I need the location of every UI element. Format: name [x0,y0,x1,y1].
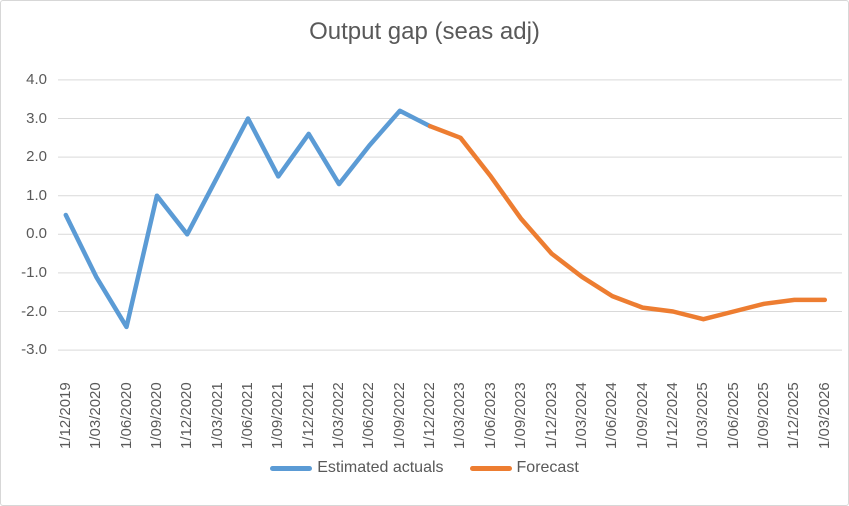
legend-item-forecast: Forecast [469,459,579,477]
series-line-estimated-actuals [63,108,433,330]
x-axis-category-label: 1/12/2025 [785,382,802,449]
x-axis-category-label: 1/03/2024 [573,382,590,449]
x-axis-category-label: 1/12/2020 [178,382,195,449]
x-axis-category-label: 1/06/2022 [360,382,377,449]
gridlines [58,79,842,351]
forecast-line-swatch [469,465,512,471]
x-axis-category-label: 1/09/2024 [634,382,651,449]
x-axis-category-label: 1/09/2022 [391,382,408,449]
x-axis-category-label: 1/03/2026 [816,382,833,449]
series-line-forecast [427,123,828,322]
legend-label-estimated-actuals: Estimated actuals [317,459,444,476]
x-axis-category-label: 1/03/2020 [87,382,104,449]
series-lines [63,108,828,330]
x-axis-category-label: 1/06/2020 [118,382,135,449]
x-axis-category-label: 1/03/2023 [451,382,468,449]
x-axis-category-label: 1/12/2024 [664,382,681,449]
y-axis-tick-label: -1.0 [21,264,47,281]
x-axis-category-label: 1/03/2021 [209,382,226,449]
x-axis-category-label: 1/09/2020 [148,382,165,449]
legend-item-estimated-actuals: Estimated actuals [270,459,444,477]
y-axis-tick-label: 3.0 [26,110,47,127]
x-axis-category-label: 1/09/2023 [512,382,529,449]
x-axis-category-label: 1/06/2024 [603,382,620,449]
x-axis-category-label: 1/06/2025 [725,382,742,449]
x-axis-category-label: 1/03/2022 [330,382,347,449]
x-axis-category-label: 1/03/2025 [694,382,711,449]
chart-title: Output gap (seas adj) [309,18,540,45]
x-axis-category-label: 1/09/2025 [755,382,772,449]
y-axis-tick-label: 0.0 [26,225,47,242]
x-axis-category-label: 1/06/2021 [239,382,256,449]
x-axis-category-label: 1/12/2022 [421,382,438,449]
x-axis-category-label: 1/06/2023 [482,382,499,449]
y-axis-tick-label: -2.0 [21,303,47,320]
x-axis-category-label: 1/12/2019 [57,382,74,449]
y-axis-tick-label: -3.0 [21,341,47,358]
x-axis-category-label: 1/09/2021 [269,382,286,449]
legend: Estimated actuals Forecast [1,459,848,477]
y-axis-tick-label: 4.0 [26,71,47,88]
y-axis-tick-label: 2.0 [26,148,47,165]
legend-label-forecast: Forecast [516,459,579,476]
y-axis-tick-label: 1.0 [26,187,47,204]
x-axis-category-label: 1/12/2021 [300,382,317,449]
estimated-actuals-line-swatch [270,465,313,471]
x-axis-category-label: 1/12/2023 [543,382,560,449]
